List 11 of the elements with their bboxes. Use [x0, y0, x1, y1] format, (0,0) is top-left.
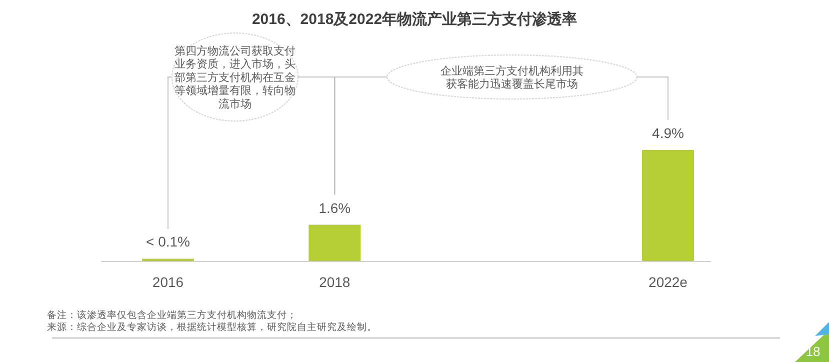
- text: 企业端第三方支付机构利用其获客能力迅速覆盖长尾市场: [440, 64, 584, 90]
- data-label: 4.9%: [652, 125, 684, 141]
- data-label: 1.6%: [318, 200, 351, 216]
- x-tick-label: 2016: [152, 274, 184, 290]
- data-label: < 0.1%: [146, 234, 190, 250]
- source-note: 来源：综合企业及专家访谈，根据统计模型核算，研究院自主研究及绘制。: [47, 321, 377, 333]
- x-tick-label: 2018: [319, 274, 350, 290]
- text: 备注：该渗透率仅包含企业端第三方支付机构物流支付；: [47, 309, 297, 321]
- x-tick-label: 2022e: [648, 274, 688, 290]
- text: 第四方物流公司获取支付业务资质，进入市场，头部第三方支付机构在互金等领域增量有限，转向物流市场: [174, 44, 296, 110]
- chart-title: 2016、2018及2022年物流产业第三方支付渗透率: [252, 10, 578, 28]
